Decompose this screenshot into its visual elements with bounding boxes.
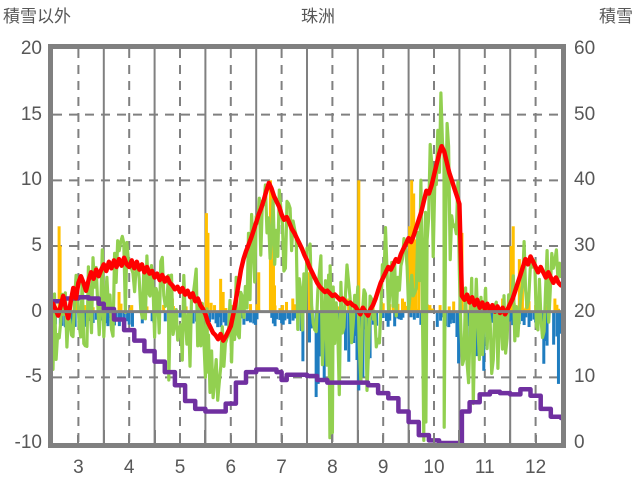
x-axis-tickmark: [331, 435, 334, 443]
left-axis-tick-label: -5: [25, 366, 42, 388]
left-axis-tick-label: 10: [20, 169, 42, 191]
x-axis-tickmark: [77, 435, 80, 443]
x-axis-tickmark: [483, 435, 486, 443]
x-axis-tick-label: 3: [73, 457, 84, 478]
chart-canvas: [53, 49, 561, 443]
x-axis-tickmark: [153, 430, 156, 443]
x-axis-tick-label: 8: [327, 457, 338, 478]
right-axis-title: 積雪: [599, 7, 633, 26]
right-axis-tick-label: 20: [574, 300, 596, 322]
x-axis-tick-label: 6: [225, 457, 237, 478]
x-axis-tick-label: 4: [123, 457, 135, 478]
x-axis-tick-label: 5: [174, 457, 186, 478]
left-axis-tick-label: 0: [31, 300, 42, 322]
right-axis-tick-label: 10: [574, 366, 596, 388]
x-axis-tickmark: [407, 430, 410, 443]
left-axis-tick-label: -10: [14, 432, 42, 453]
x-axis-tickmark: [102, 430, 105, 443]
right-axis-tick-label: 0: [574, 432, 585, 453]
x-axis-tickmark: [356, 430, 359, 443]
left-axis-tick-label: 5: [31, 235, 42, 256]
x-axis-tickmark: [229, 435, 232, 443]
x-axis-tickmark: [509, 430, 512, 443]
x-axis-tickmark: [280, 435, 283, 443]
x-axis-tick-label: 7: [276, 457, 287, 478]
x-axis-tick-label: 10: [423, 457, 445, 478]
x-axis-tickmark: [433, 435, 435, 443]
x-axis-tickmark: [306, 430, 308, 443]
right-axis-tick-label: 30: [574, 235, 596, 256]
x-axis-tickmark: [179, 435, 181, 443]
left-axis-tick-label: 15: [20, 103, 42, 125]
x-axis-tickmark: [255, 430, 258, 443]
x-axis-tickmark: [204, 430, 207, 443]
left-axis-tick-label: 20: [20, 38, 42, 59]
plot-inner: [53, 49, 561, 443]
right-axis-tick-label: 40: [574, 169, 596, 191]
x-axis-tickmark: [128, 435, 131, 443]
x-axis-tick-label: 11: [474, 457, 495, 478]
page-title: 珠洲: [301, 7, 335, 26]
left-axis-title: 積雪以外: [3, 7, 71, 26]
x-axis-tickmark: [458, 430, 461, 443]
plot-area: [48, 44, 566, 448]
x-axis-tickmark: [534, 435, 537, 443]
right-axis-tick-label: 50: [574, 103, 596, 125]
x-axis-tick-label: 12: [525, 457, 547, 478]
right-axis-tick-label: 60: [574, 38, 596, 59]
x-axis-tickmark: [382, 435, 385, 443]
x-axis-tick-label: 9: [377, 457, 389, 478]
